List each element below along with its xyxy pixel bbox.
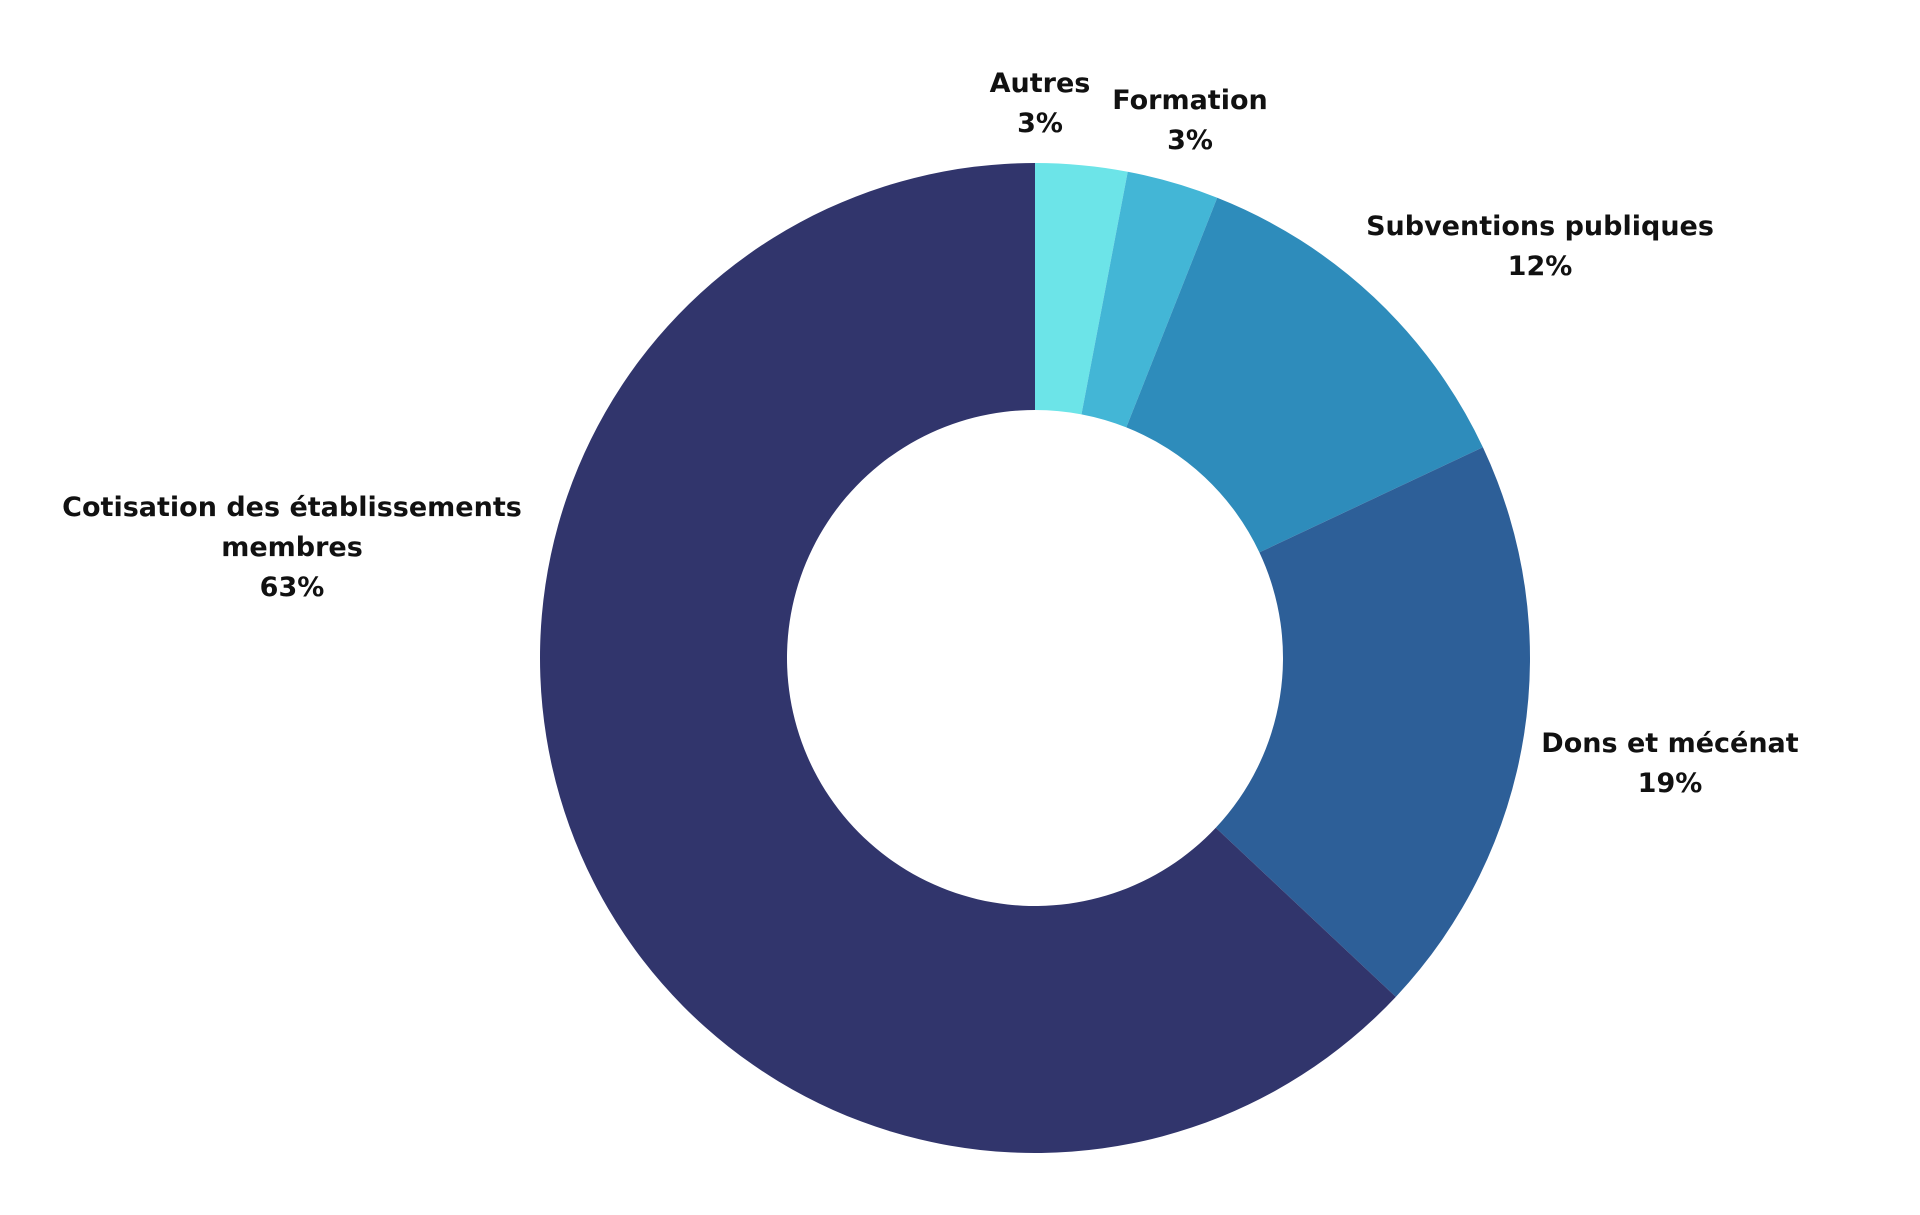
slice-label-subventions-publiques: Subventions publiques 12%: [1366, 207, 1714, 287]
slice-name: Dons et mécénat: [1541, 728, 1799, 759]
slice-name: Formation: [1112, 85, 1268, 116]
slice-cotisation-des-etablissements-membres: [540, 163, 1396, 1153]
slice-label-formation: Formation 3%: [1112, 81, 1268, 161]
slice-label-autres: Autres 3%: [990, 64, 1091, 144]
slice-autres: [1035, 163, 1128, 415]
slice-name: Autres: [989, 68, 1091, 99]
slice-label-dons-et-mecenat: Dons et mécénat 19%: [1541, 724, 1798, 804]
slice-name: Subventions publiques: [1366, 211, 1714, 242]
slice-value: 3%: [1017, 108, 1063, 139]
slice-value: 19%: [1637, 768, 1703, 799]
slice-formation: [1081, 171, 1218, 428]
slice-value: 3%: [1167, 125, 1213, 156]
slice-name: membres: [221, 532, 363, 563]
slice-dons-et-mecenat: [1215, 447, 1530, 997]
slice-subventions-publiques: [1126, 197, 1483, 553]
slice-name: Cotisation des établissements: [62, 492, 522, 523]
slice-value: 63%: [259, 572, 325, 603]
slice-label-cotisation-des-etablissements-membres: Cotisation des établissements membres 63%: [62, 488, 522, 608]
slice-value: 12%: [1507, 251, 1573, 282]
